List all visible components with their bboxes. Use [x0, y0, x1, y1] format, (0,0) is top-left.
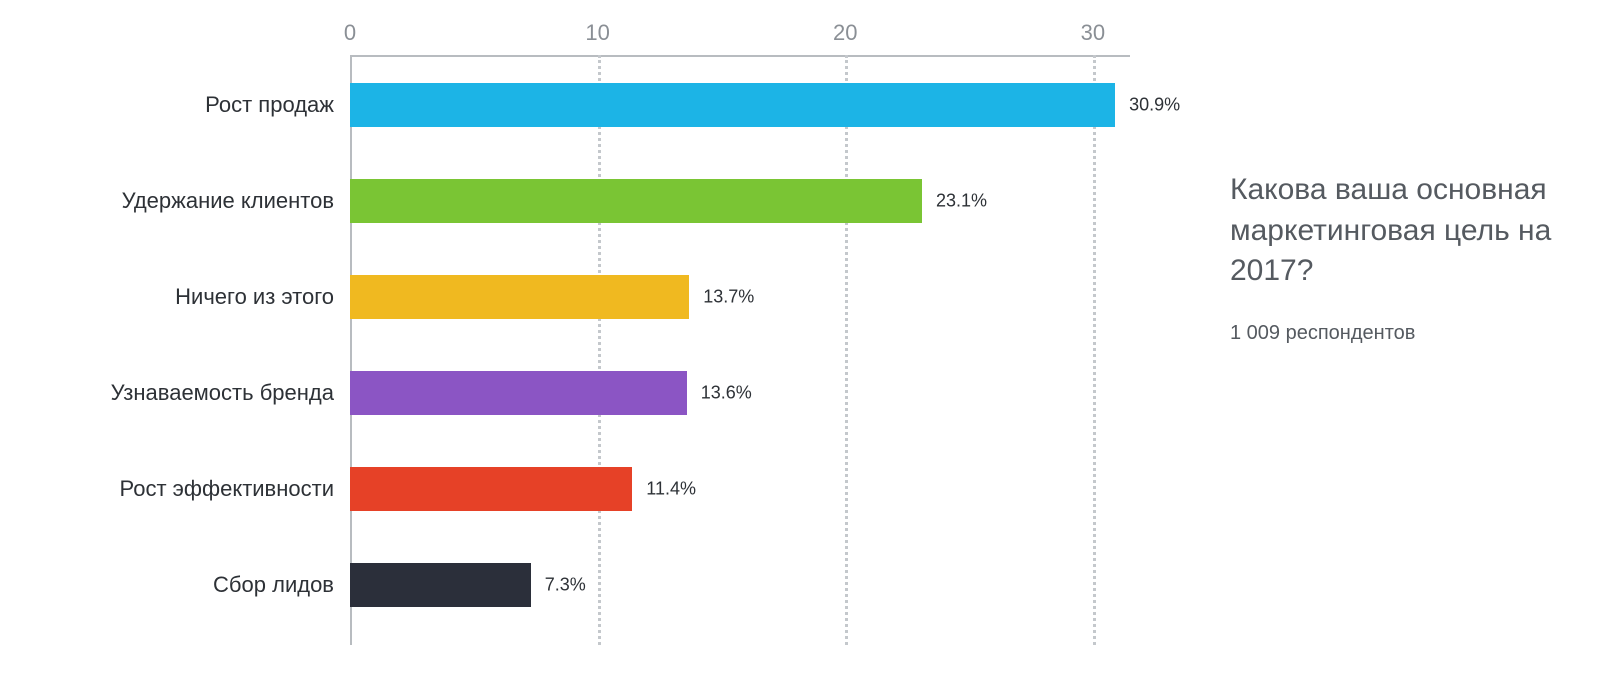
- side-panel: Какова ваша основная маркетинговая цель …: [1200, 0, 1580, 697]
- bar-value-label: 11.4%: [646, 479, 696, 500]
- side-title: Какова ваша основная маркетинговая цель …: [1230, 170, 1580, 292]
- x-tick-label: 0: [344, 20, 356, 46]
- category-label: Удержание клиентов: [4, 188, 334, 214]
- bar-value-label: 7.3%: [545, 575, 586, 596]
- gridline: [598, 55, 601, 645]
- category-label: Рост эффективности: [4, 476, 334, 502]
- x-tick-label: 30: [1081, 20, 1105, 46]
- gridline: [845, 55, 848, 645]
- bar: [350, 371, 687, 415]
- bar: [350, 275, 689, 319]
- category-label: Ничего из этого: [4, 284, 334, 310]
- bar-value-label: 30.9%: [1129, 95, 1180, 116]
- bar: [350, 563, 531, 607]
- plot-region: [350, 55, 1130, 645]
- bar: [350, 467, 632, 511]
- chart-area: 0 10 20 30 Рост продаж 30.9% Удержание клиенто…: [0, 0, 1200, 697]
- bar-value-label: 13.6%: [701, 383, 752, 404]
- side-subtitle: 1 009 респондентов: [1230, 322, 1580, 345]
- x-tick-label: 10: [585, 20, 609, 46]
- category-label: Узнаваемость бренда: [4, 380, 334, 406]
- category-label: Сбор лидов: [4, 572, 334, 598]
- category-label: Рост продаж: [4, 92, 334, 118]
- bar: [350, 83, 1115, 127]
- chart-container: 0 10 20 30 Рост продаж 30.9% Удержание клиенто…: [0, 0, 1614, 697]
- gridline: [1093, 55, 1096, 645]
- bar-value-label: 13.7%: [703, 287, 754, 308]
- bar-value-label: 23.1%: [936, 191, 987, 212]
- x-tick-label: 20: [833, 20, 857, 46]
- bar: [350, 179, 922, 223]
